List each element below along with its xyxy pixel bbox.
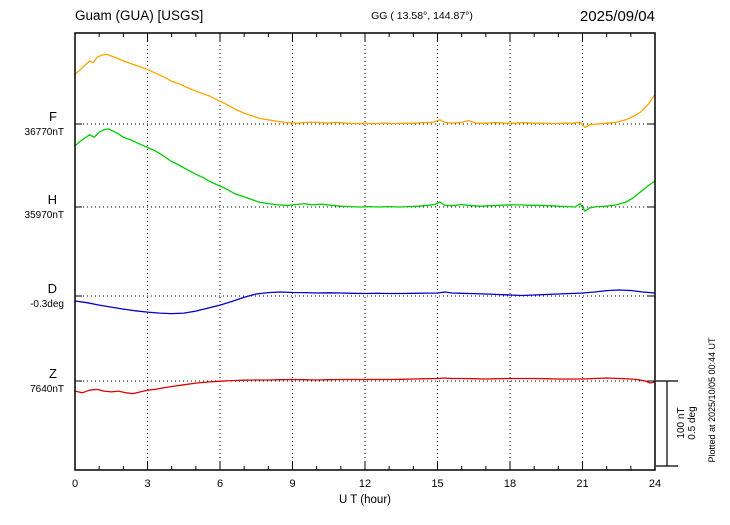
trace-F: [74, 53, 656, 129]
x-tick-6: 6: [217, 478, 223, 490]
channel-label-H: H: [48, 192, 57, 207]
x-tick-24: 24: [649, 478, 661, 490]
scale-label-nt: 100 nT: [676, 407, 687, 438]
x-tick-21: 21: [576, 478, 588, 490]
channel-labels: F 36770nT H 35970nT D -0.3deg Z 7640nT: [25, 109, 64, 395]
channel-baseline-H: 35970nT: [25, 210, 64, 221]
plotted-at-note: Plotted at 2025/10/05 00:44 UT: [707, 337, 717, 463]
x-tick-18: 18: [504, 478, 516, 490]
station-title: Guam (GUA) [USGS]: [75, 8, 203, 23]
channel-label-Z: Z: [49, 366, 57, 381]
trace-Z: [74, 377, 656, 395]
channel-label-F: F: [49, 109, 57, 124]
scale-bar: [656, 380, 678, 467]
header: Guam (GUA) [USGS] GG ( 13.58°, 144.87°) …: [75, 8, 655, 25]
x-axis-title: U T (hour): [339, 494, 391, 506]
x-tick-15: 15: [431, 478, 443, 490]
plot-frame: [74, 32, 656, 471]
trace-D: [74, 289, 656, 315]
x-axis-labels: 0 3 6 9 12 15 18 21 24 U T (hour): [72, 478, 661, 506]
gridlines: [74, 33, 656, 470]
traces: [74, 53, 656, 395]
station-coordinates: GG ( 13.58°, 144.87°): [371, 10, 473, 22]
plot-date: 2025/09/04: [580, 8, 655, 25]
x-tick-12: 12: [359, 478, 371, 490]
channel-baseline-F: 36770nT: [25, 127, 64, 138]
x-tick-0: 0: [72, 478, 78, 490]
scale-label-deg: 0.5 deg: [687, 406, 698, 439]
channel-baseline-D: -0.3deg: [30, 299, 64, 310]
x-tick-9: 9: [289, 478, 295, 490]
trace-H: [74, 128, 656, 212]
x-tick-3: 3: [144, 478, 150, 490]
channel-baseline-Z: 7640nT: [30, 384, 64, 395]
channel-label-D: D: [48, 281, 57, 296]
